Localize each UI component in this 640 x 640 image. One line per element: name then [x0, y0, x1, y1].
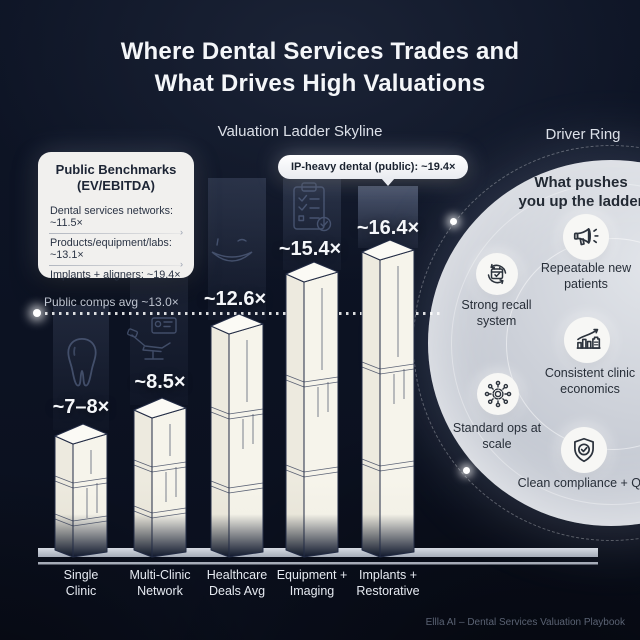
- ghost-tower: [283, 178, 341, 270]
- avg-line-glow-dot: [33, 309, 41, 317]
- driver-icon-circle: [477, 373, 519, 415]
- bar-value-label: ~7–8×: [52, 396, 110, 418]
- smile-icon: [211, 238, 253, 262]
- tooth-icon: [67, 337, 97, 387]
- benchmarks-card-title: Public Benchmarks (EV/EBITDA): [55, 162, 177, 194]
- divider: [49, 259, 183, 269]
- megaphone-icon: [573, 228, 599, 246]
- page-title: Where Dental Services Trades and What Dr…: [120, 38, 520, 97]
- bar-multi-clinic-network: [133, 397, 187, 558]
- bar-value-label: ~16.4×: [356, 217, 420, 239]
- x-axis-category: Single Clinic: [63, 568, 99, 599]
- benchmark-row: Dental services networks: ~11.5×: [50, 205, 174, 229]
- driver-icon-circle: [476, 253, 518, 295]
- checklist-clipboard-icon: [293, 182, 332, 232]
- x-axis-category: Implants + Restorative: [356, 568, 420, 599]
- bar-value-label: ~15.4×: [278, 238, 342, 260]
- x-axis-category: Equipment + Imaging: [276, 568, 348, 599]
- public-benchmarks-card: Public Benchmarks (EV/EBITDA) Dental ser…: [38, 152, 194, 281]
- ring-guide-circle: [451, 183, 640, 505]
- benchmark-row: Implants + aligners: ~19.4×: [50, 269, 181, 281]
- growth-chart-icon: [576, 328, 601, 349]
- dental-chair-icon: [126, 317, 177, 360]
- divider: [49, 227, 183, 237]
- ghost-tower: [53, 305, 109, 430]
- orbit-dot: [463, 467, 470, 474]
- bar-value-label: ~12.6×: [203, 288, 267, 310]
- driver-label: Strong recall system: [461, 298, 532, 329]
- ground-platform: [38, 548, 598, 565]
- bar-healthcare-deals-avg: [210, 313, 264, 558]
- footer-attribution: Ellla AI – Dental Services Valuation Pla…: [425, 617, 625, 628]
- shield-check-icon: [574, 437, 594, 463]
- driver-label: Repeatable new patients: [540, 261, 632, 292]
- driver-label: Clean compliance + QA: [517, 476, 640, 490]
- bar-equipment-imaging: [285, 261, 339, 558]
- avg-line-label: Public comps avg ~13.0×: [44, 295, 179, 309]
- bar-implants-restorative: [361, 239, 415, 558]
- avg-dotted-line: [38, 312, 442, 315]
- ghost-tower: [208, 178, 266, 320]
- ring-section-label: Driver Ring: [545, 126, 621, 143]
- skyline-section-label: Valuation Ladder Skyline: [217, 123, 383, 140]
- benchmark-row: Products/equipment/labs: ~13.1×: [50, 237, 172, 261]
- bar-single-clinic: [54, 423, 108, 558]
- ops-network-gear-icon: [484, 380, 512, 408]
- x-axis-category: Multi-Clinic Network: [129, 568, 191, 599]
- driver-label: Consistent clinic economics: [544, 366, 636, 397]
- driver-icon-circle: [564, 317, 610, 363]
- orbit-dot: [450, 218, 457, 225]
- recall-calendar-icon: [487, 263, 507, 285]
- ghost-tower: [358, 186, 418, 248]
- bar-value-label: ~8.5×: [134, 371, 186, 393]
- driver-icon-circle: [561, 427, 607, 473]
- driver-icon-circle: [563, 214, 609, 260]
- x-axis-category: Healthcare Deals Avg: [206, 568, 268, 599]
- ip-heavy-callout-badge: IP-heavy dental (public): ~19.4×: [278, 155, 469, 186]
- driver-label: Standard ops at scale: [452, 421, 542, 452]
- ring-heading: What pushes you up the ladder: [518, 174, 640, 210]
